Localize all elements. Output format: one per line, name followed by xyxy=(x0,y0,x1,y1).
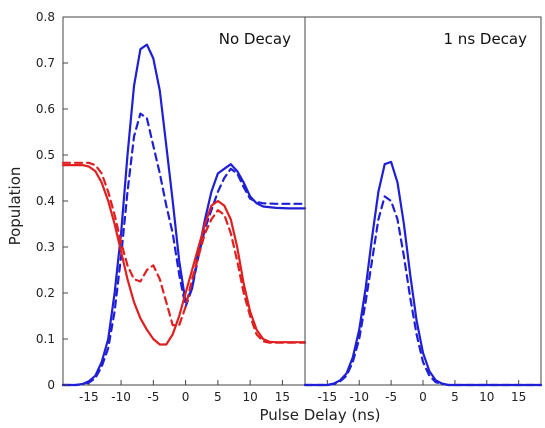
series-line-2 xyxy=(303,195,543,387)
x-tick-label: -15 xyxy=(79,390,99,404)
x-tick-label: -10 xyxy=(111,390,131,404)
x-tick-label: 5 xyxy=(214,390,222,404)
panel-title: 1 ns Decay xyxy=(444,30,528,48)
x-tick-label: -15 xyxy=(318,390,338,404)
y-tick-label: 0 xyxy=(47,378,55,392)
y-axis: 0 0.1 0.2 0.3 0.4 0.5 0.6 0.7 0.8 xyxy=(36,10,68,392)
plot-frame xyxy=(62,16,306,386)
x-tick-label: -5 xyxy=(385,390,397,404)
y-tick-label: 0.4 xyxy=(36,194,55,208)
x-tick-label: 15 xyxy=(275,390,290,404)
series-line-2 xyxy=(61,112,307,387)
y-axis-label: Population xyxy=(6,167,24,246)
x-tick-label: 0 xyxy=(182,390,190,404)
x-tick-label: 5 xyxy=(451,390,459,404)
panel-no-decay: -15 -10 -5 0 5 10 15 No Decay xyxy=(61,16,307,404)
y-tick-label: 0.1 xyxy=(36,332,55,346)
series-line-1 xyxy=(61,43,307,387)
y-tick-label: 0.2 xyxy=(36,286,55,300)
plot-frame xyxy=(304,16,542,386)
y-tick-label: 0.3 xyxy=(36,240,55,254)
x-tick-label: 10 xyxy=(479,390,494,404)
x-tick-label: -5 xyxy=(147,390,159,404)
panel-1ns-decay: -15 -10 -5 0 5 10 15 1 ns Decay xyxy=(303,16,543,404)
series-line-4 xyxy=(61,161,307,344)
y-tick-label: 0.6 xyxy=(36,102,55,116)
x-tick-label: 0 xyxy=(419,390,427,404)
y-tick-label: 0.8 xyxy=(36,10,55,24)
x-tick-label: -10 xyxy=(349,390,369,404)
x-axis-label: Pulse Delay (ns) xyxy=(259,406,380,424)
series-line-1 xyxy=(303,160,543,387)
y-tick-label: 0.5 xyxy=(36,148,55,162)
y-tick-label: 0.7 xyxy=(36,56,55,70)
x-tick-label: 15 xyxy=(511,390,526,404)
x-tick-label: 10 xyxy=(243,390,258,404)
panel-title: No Decay xyxy=(219,30,291,48)
series-line-3 xyxy=(61,164,307,346)
